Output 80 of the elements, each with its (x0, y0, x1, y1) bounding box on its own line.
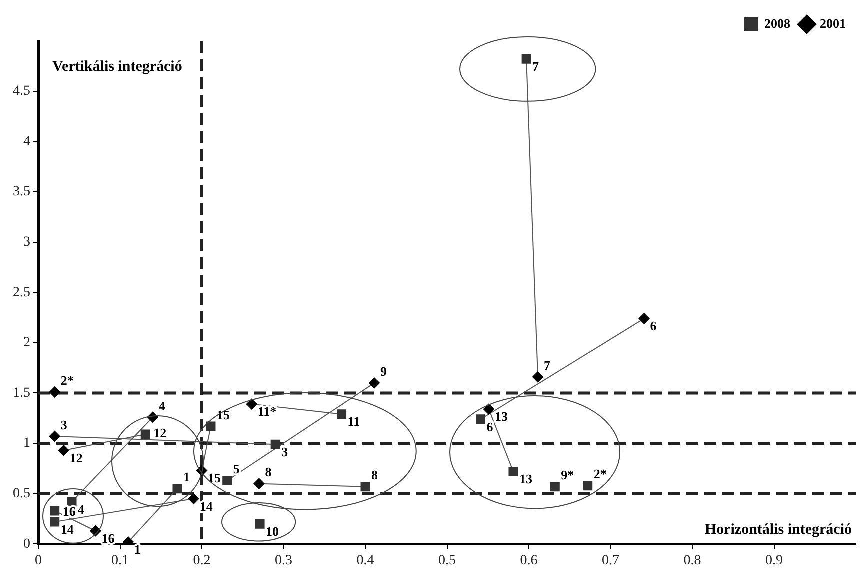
annotation: 3 (282, 444, 289, 460)
annotation: 9 (380, 364, 388, 380)
point (483, 404, 494, 415)
x-tick-label: 0.4 (356, 553, 374, 568)
y-tick-label: 4.5 (13, 84, 30, 99)
point (337, 410, 347, 420)
x-tick-label: 0.8 (684, 553, 702, 568)
point (49, 386, 60, 398)
x-tick-label: 0.2 (193, 553, 211, 568)
point (532, 372, 544, 383)
annotation: 6 (650, 318, 658, 334)
point (188, 493, 200, 504)
x-axis-title: Horizontális integráció (704, 522, 852, 538)
y-tick-label: 1.5 (13, 386, 30, 401)
annotation: 14 (60, 522, 74, 537)
x-tick-label: 0.7 (602, 553, 620, 568)
point (270, 440, 280, 450)
point (50, 517, 60, 527)
annotation: 3 (60, 417, 68, 432)
annotation: 5 (233, 462, 240, 477)
annotation: 2* (60, 373, 74, 388)
y-tick-label: 0 (24, 536, 30, 552)
annotation: 1 (134, 542, 141, 558)
annotation: 2* (594, 466, 607, 482)
annotation: 8 (265, 464, 272, 480)
point (49, 431, 60, 442)
point (368, 378, 380, 389)
legend-label: 2001 (820, 16, 846, 31)
y-tick-label: 3 (24, 234, 30, 250)
y-tick-label: 0.5 (13, 486, 30, 502)
point (583, 481, 593, 491)
point (50, 506, 60, 516)
point (508, 466, 518, 476)
point (222, 476, 232, 486)
x-tick-label: 0.5 (438, 553, 456, 568)
x-tick-label: 0 (35, 553, 42, 568)
point (522, 54, 532, 64)
point (360, 482, 370, 492)
x-tick-label: 0.9 (766, 553, 783, 568)
x-tick-label: 0.3 (275, 553, 292, 568)
annotation: 7 (532, 58, 540, 74)
annotation: 4 (158, 398, 166, 414)
annotation: 15 (216, 407, 230, 422)
y-tick-label: 4 (24, 134, 30, 150)
point (58, 445, 70, 456)
point (254, 478, 265, 490)
annotation: 16 (102, 530, 116, 546)
annotation: 4 (78, 502, 86, 517)
annotation: 6 (486, 419, 494, 434)
point (550, 482, 560, 492)
point (206, 422, 216, 432)
point (172, 484, 182, 494)
annotation: 16 (62, 504, 76, 519)
point (246, 398, 258, 410)
annotation: 8 (372, 468, 378, 483)
x-tick-label: 0.1 (112, 553, 129, 568)
y-tick-label: 3.5 (13, 184, 30, 200)
legend-label: 2008 (764, 16, 791, 31)
y-tick-label: 1 (24, 436, 30, 452)
annotation: 11 (348, 414, 360, 430)
y-tick-label: 2.5 (13, 285, 30, 300)
point (476, 414, 486, 424)
point (638, 313, 650, 324)
y-tick-label: 2 (24, 336, 30, 351)
y-axis-title: Vertikális integráció (52, 59, 182, 75)
annotation: 1 (183, 470, 190, 485)
annotation: 12 (70, 450, 83, 466)
point (255, 519, 265, 529)
annotation: 11* (258, 404, 277, 420)
x-tick-label: 0.6 (520, 553, 538, 568)
annotation: 13 (494, 409, 508, 424)
annotation: 15 (208, 470, 222, 486)
annotation: 7 (544, 358, 551, 373)
annotation: 12 (154, 425, 167, 440)
annotation: 10 (266, 524, 280, 539)
annotation: 13 (519, 472, 533, 487)
point (67, 497, 77, 507)
annotation: 9* (561, 468, 574, 483)
annotation: 14 (200, 498, 214, 514)
point (140, 430, 150, 440)
